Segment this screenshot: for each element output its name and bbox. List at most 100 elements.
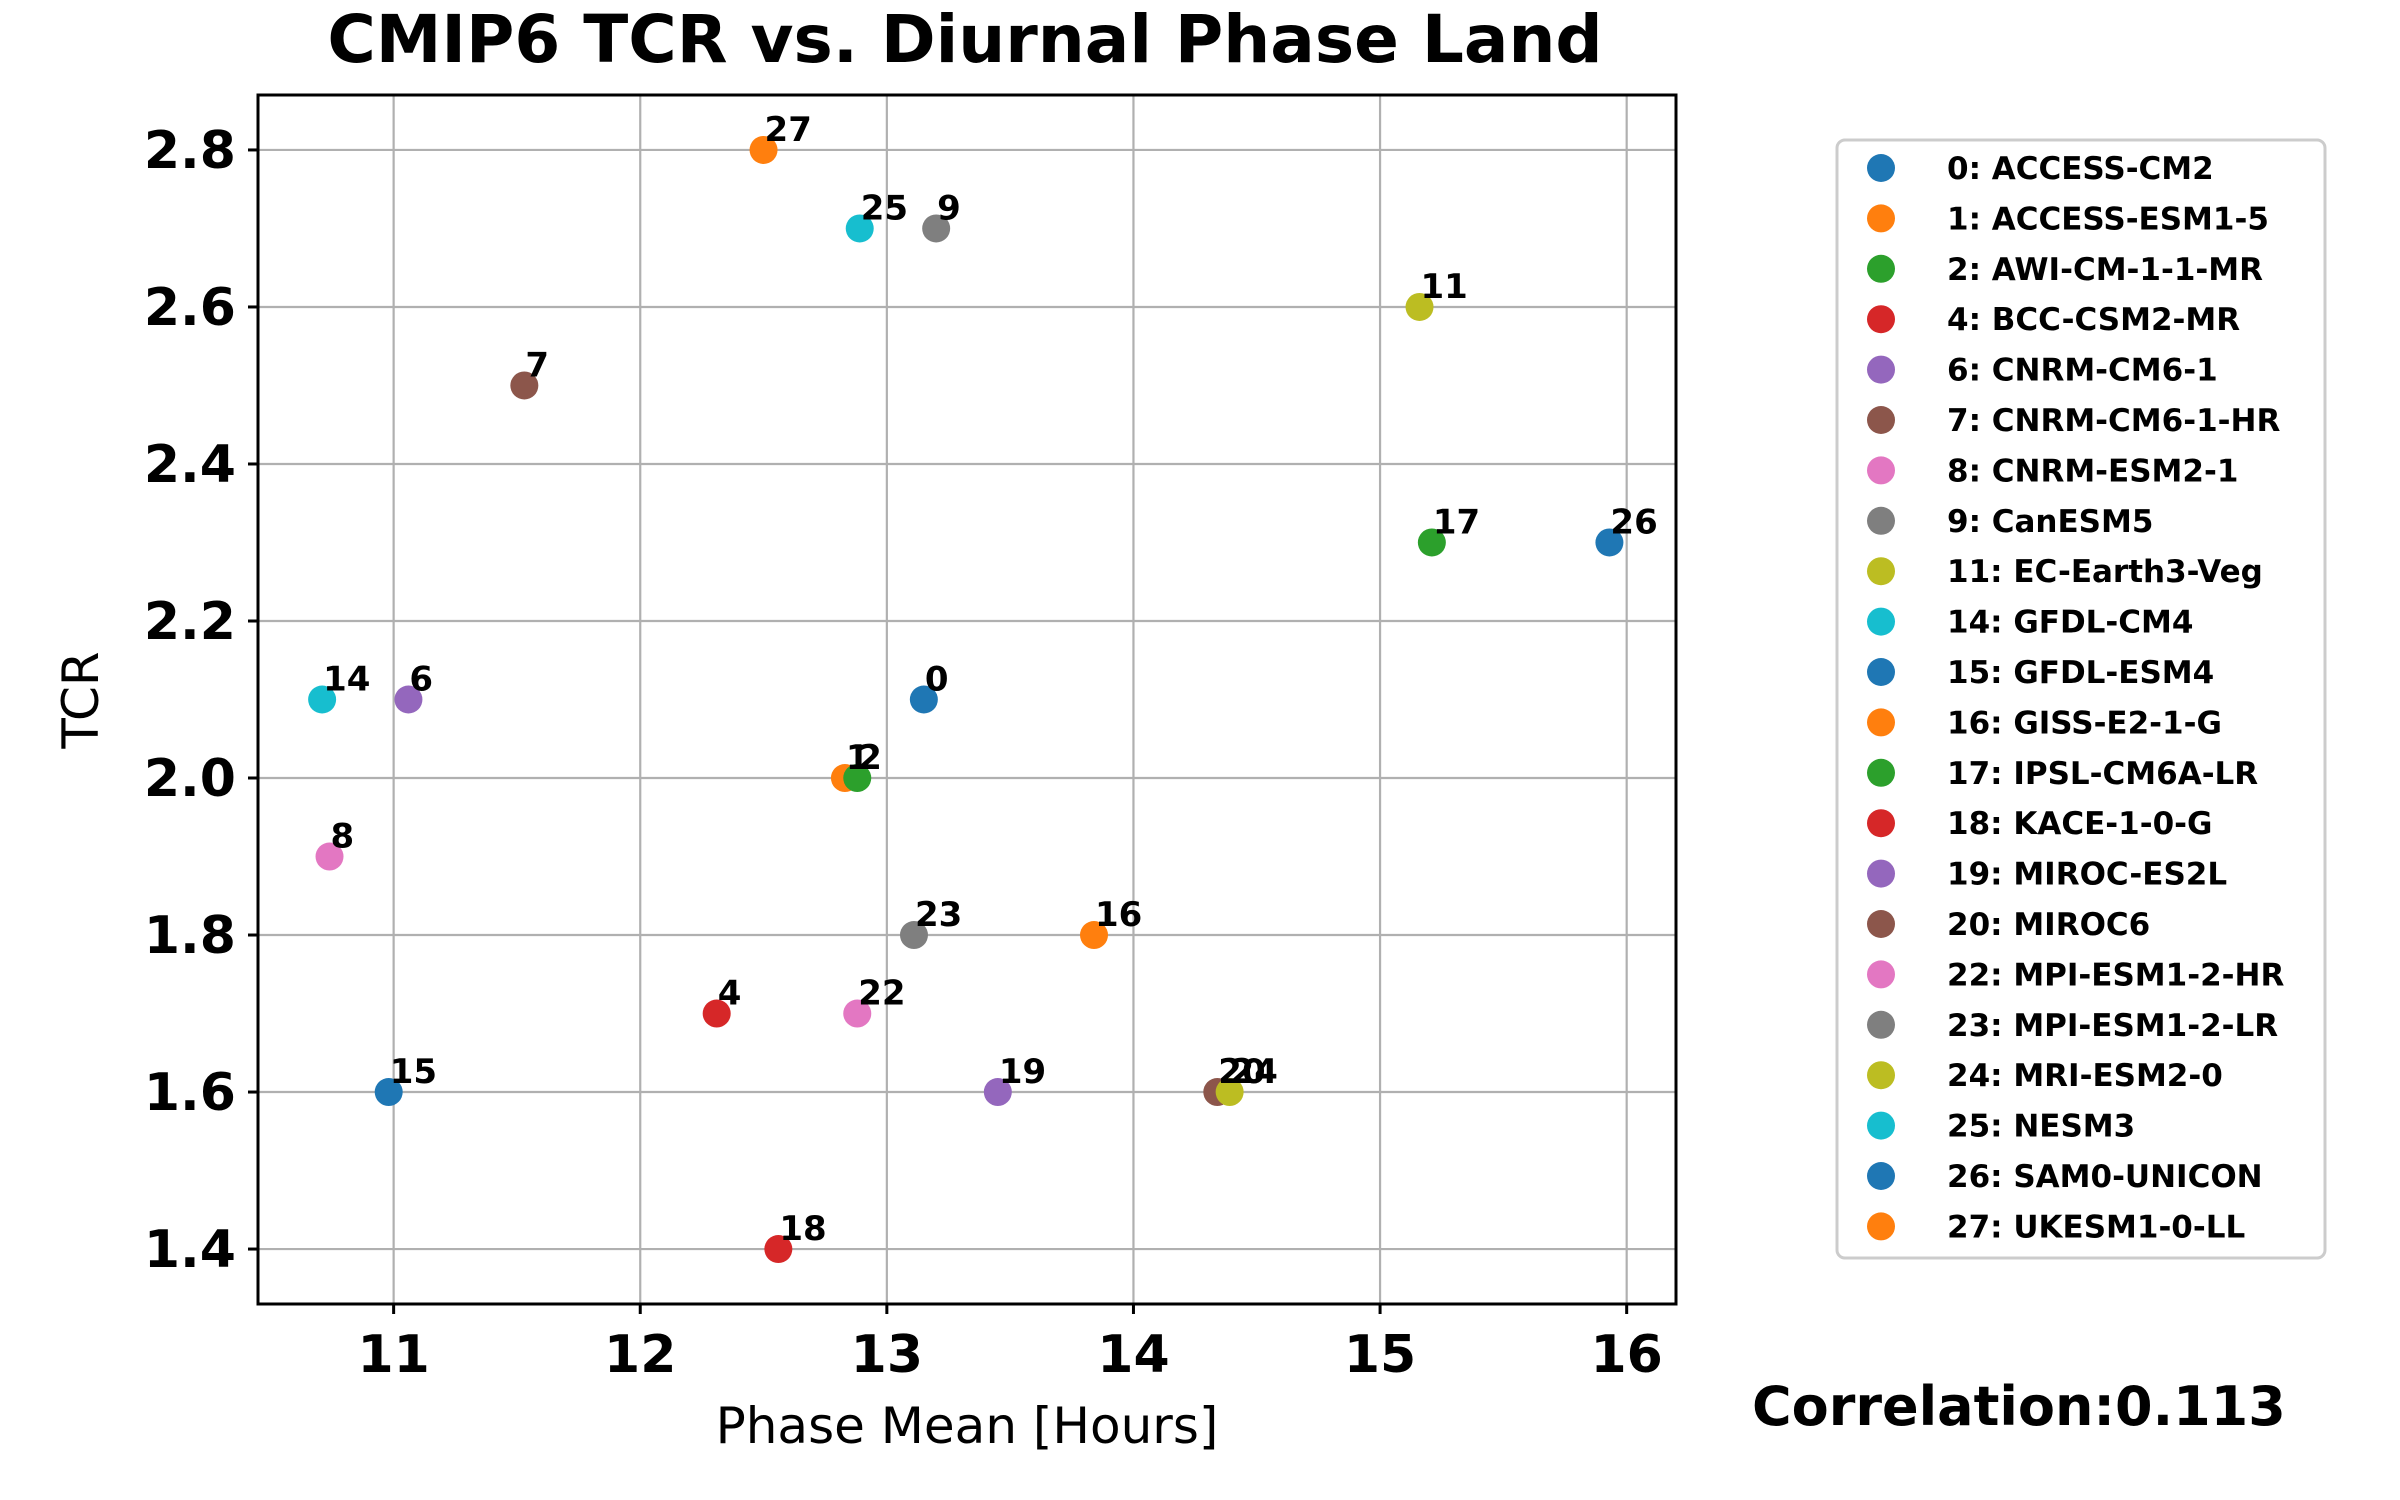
legend-entry: 25: NESM3 — [1947, 1109, 2135, 1145]
legend-entry: 14: GFDL-CM4 — [1947, 605, 2193, 641]
y-tick-label: 2.2 — [144, 592, 236, 652]
legend-marker — [1867, 1111, 1895, 1140]
legend-entry: 9: CanESM5 — [1947, 504, 2153, 540]
data-point — [1595, 528, 1624, 557]
legend-entry: 22: MPI-ESM1-2-HR — [1947, 957, 2284, 993]
legend-marker — [1867, 1061, 1895, 1090]
legend-entry: 18: KACE-1-0-G — [1947, 806, 2212, 842]
legend-entry: 27: UKESM1-0-LL — [1947, 1209, 2245, 1245]
plot-frame — [256, 93, 1678, 1306]
legend-marker — [1867, 859, 1895, 888]
point-label: 4 — [718, 974, 742, 1014]
legend-entry: 23: MPI-ESM1-2-LR — [1947, 1008, 2278, 1044]
point-label: 19 — [999, 1052, 1046, 1092]
data-point — [899, 921, 928, 950]
legend-marker — [1867, 204, 1895, 233]
legend-marker — [1867, 406, 1895, 434]
y-tick-label: 1.6 — [144, 1063, 236, 1123]
data-point — [909, 685, 938, 714]
data-points — [308, 135, 1624, 1264]
legend-marker — [1867, 607, 1895, 636]
data-point — [845, 214, 874, 243]
y-tick-label: 2.4 — [144, 435, 236, 495]
legend-marker — [1867, 658, 1895, 686]
grid-lines — [258, 95, 1676, 1304]
point-label: 1 — [846, 738, 870, 778]
legend-entry: 4: BCC-CSM2-MR — [1947, 302, 2240, 338]
point-label: 18 — [779, 1209, 826, 1249]
chart-title: CMIP6 TCR vs. Diurnal Phase Land — [327, 1, 1602, 78]
data-point — [843, 764, 872, 793]
y-tick-label: 2.0 — [144, 749, 236, 809]
legend-entry: 17: IPSL-CM6A-LR — [1947, 756, 2258, 792]
y-tick-label: 2.8 — [144, 121, 236, 181]
point-label: 16 — [1095, 895, 1142, 935]
legend-entry: 2: AWI-CM-1-1-MR — [1947, 252, 2263, 288]
y-axis-label: TCR — [52, 651, 110, 749]
point-label: 7 — [525, 345, 549, 385]
legend-marker — [1867, 557, 1895, 586]
legend-entry: 1: ACCESS-ESM1-5 — [1947, 201, 2269, 237]
x-axis-label: Phase Mean [Hours] — [716, 1397, 1219, 1455]
y-tick-labels: 1.4 1.6 1.8 2.0 2.2 2.4 2.6 2.8 — [144, 121, 258, 1280]
legend-entry: 7: CNRM-CM6-1-HR — [1947, 403, 2280, 439]
point-label: 15 — [390, 1052, 437, 1092]
data-point — [394, 685, 423, 714]
data-point — [1215, 1078, 1244, 1107]
legend-marker — [1867, 758, 1895, 787]
legend-marker — [1867, 1212, 1895, 1241]
x-tick-label: 13 — [851, 1325, 923, 1385]
data-point — [749, 135, 778, 164]
legend-marker — [1867, 355, 1895, 384]
data-point — [1080, 921, 1109, 950]
point-label: 20 — [1218, 1052, 1265, 1092]
point-label: 0 — [925, 660, 949, 700]
legend-entry: 8: CNRM-ESM2-1 — [1947, 453, 2238, 489]
data-point — [510, 371, 539, 400]
legend-marker — [1867, 960, 1895, 989]
point-label: 22 — [858, 974, 905, 1014]
data-point — [983, 1078, 1012, 1107]
legend-marker — [1867, 708, 1895, 737]
legend-marker — [1867, 305, 1895, 334]
data-point — [764, 1235, 793, 1264]
legend: 0: ACCESS-CM2 1: ACCESS-ESM1-5 2: AWI-CM-1… — [1835, 138, 2327, 1260]
point-label: 17 — [1433, 502, 1480, 542]
point-label: 2 — [858, 738, 882, 778]
legend-entry: 19: MIROC-ES2L — [1947, 857, 2227, 893]
legend-marker — [1867, 1162, 1895, 1190]
data-point — [922, 214, 951, 243]
data-point — [374, 1078, 403, 1107]
legend-marker — [1867, 809, 1895, 838]
data-point — [315, 842, 344, 871]
legend-marker — [1867, 910, 1895, 938]
legend-entry: 6: CNRM-CM6-1 — [1947, 353, 2218, 389]
legend-marker — [1867, 254, 1895, 283]
x-tick-label: 15 — [1344, 1325, 1416, 1385]
legend-marker — [1867, 154, 1895, 182]
legend-items: 0: ACCESS-CM2 1: ACCESS-ESM1-5 2: AWI-CM-1… — [1867, 151, 2284, 1245]
legend-entry: 24: MRI-ESM2-0 — [1947, 1058, 2223, 1094]
legend-marker — [1867, 1010, 1895, 1039]
legend-entry: 26: SAM0-UNICON — [1947, 1159, 2263, 1195]
point-label: 27 — [765, 110, 812, 150]
legend-entry: 20: MIROC6 — [1947, 907, 2150, 943]
point-label: 8 — [331, 817, 355, 857]
y-tick-label: 1.8 — [144, 906, 236, 966]
y-tick-label: 1.4 — [144, 1220, 236, 1280]
point-label: 23 — [915, 895, 962, 935]
x-tick-label: 12 — [604, 1325, 676, 1385]
point-label: 14 — [323, 660, 370, 700]
data-point — [843, 999, 872, 1028]
x-tick-label: 14 — [1097, 1325, 1169, 1385]
data-point — [308, 685, 337, 714]
point-label: 24 — [1231, 1052, 1278, 1092]
point-label: 11 — [1421, 267, 1468, 307]
legend-entry: 0: ACCESS-CM2 — [1947, 151, 2214, 187]
point-label: 25 — [861, 188, 908, 228]
legend-box — [1835, 138, 2327, 1260]
point-label: 26 — [1610, 502, 1657, 542]
x-tick-label: 16 — [1590, 1325, 1662, 1385]
